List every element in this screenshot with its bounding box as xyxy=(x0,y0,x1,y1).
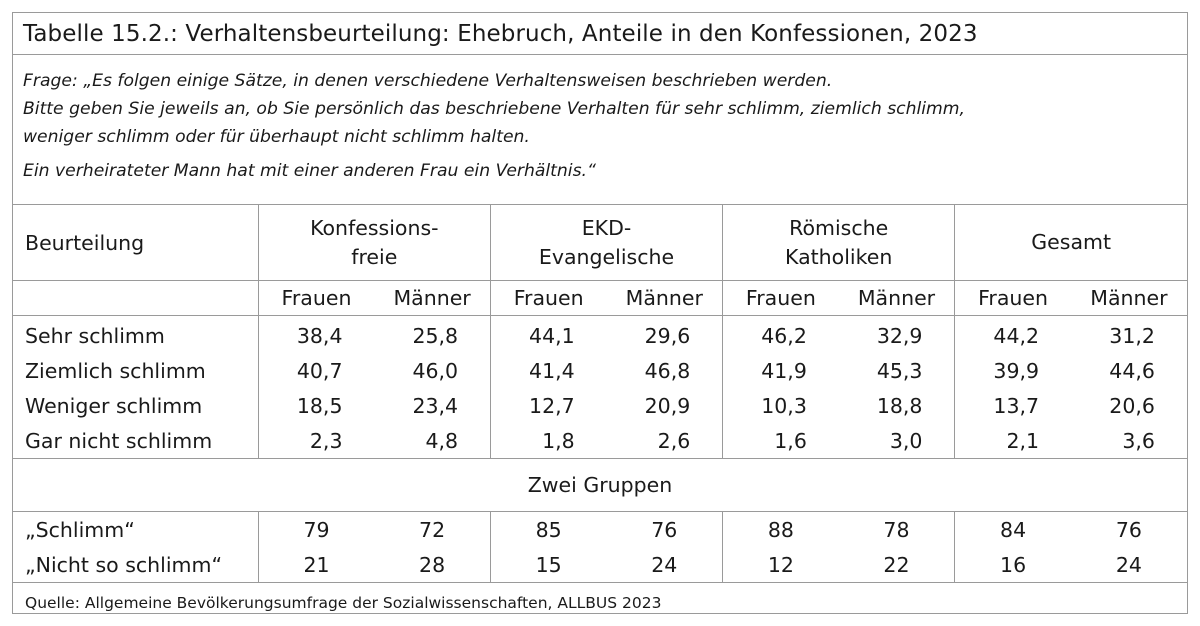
table-cell: 45,3 xyxy=(876,358,923,383)
row-label: „Nicht so schlimm“ xyxy=(13,547,259,583)
row-label: Ziemlich schlimm xyxy=(25,358,206,383)
subheader-men: Männer xyxy=(374,280,491,316)
table-cell: 76 xyxy=(651,517,678,542)
table-cell: 10,3 xyxy=(722,388,839,423)
table-cell: 12 xyxy=(722,547,839,583)
data-table: Beurteilung Konfessions- freie EKD- Evan… xyxy=(13,205,1187,583)
source-note: Quelle: Allgemeine Bevölkerungsumfrage d… xyxy=(25,594,662,612)
table-cell: 2,3 xyxy=(257,423,375,459)
table-cell: 72 xyxy=(419,517,446,542)
table-cell: 24 xyxy=(1070,547,1187,583)
header-beurteilung: Beurteilung xyxy=(13,205,259,281)
table-frame: Tabelle 15.2.: Verhaltensbeurteilung: Eh… xyxy=(12,12,1188,614)
question-line-3: weniger schlimm oder für überhaupt nicht… xyxy=(23,127,530,147)
table-cell: 85 xyxy=(489,511,607,547)
subheader-women: Frauen xyxy=(489,280,607,316)
table-cell: 29,6 xyxy=(644,323,691,348)
table-cell: 20,6 xyxy=(1109,393,1155,418)
header-row: Beurteilung Konfessions- freie EKD- Evan… xyxy=(13,205,1187,281)
table-title: Tabelle 15.2.: Verhaltensbeurteilung: Eh… xyxy=(13,13,1187,55)
table-cell: 46,0 xyxy=(412,358,459,383)
subheader-women: Frauen xyxy=(954,280,1071,316)
table-cell: 13,7 xyxy=(954,388,1071,423)
row-label: „Schlimm“ xyxy=(25,517,135,542)
table-cell: 76 xyxy=(1115,517,1142,542)
table-cell: 39,9 xyxy=(954,353,1071,388)
subheader-row: Frauen Männer Frauen Männer Frauen Männe… xyxy=(13,280,1187,316)
table-cell: 84 xyxy=(954,511,1071,547)
table-row: Weniger schlimm 18,5 23,4 12,7 20,9 10,3… xyxy=(13,388,1187,423)
table-cell: 15 xyxy=(489,547,607,583)
table-cell: 44,2 xyxy=(954,315,1071,353)
row-label: Gar nicht schlimm xyxy=(13,423,259,459)
table-cell: 78 xyxy=(883,517,910,542)
row-label: Weniger schlimm xyxy=(25,393,203,418)
table-cell: 40,7 xyxy=(257,353,375,388)
table-cell: 28 xyxy=(374,547,491,583)
subheader-women: Frauen xyxy=(722,280,839,316)
table-cell: 46,8 xyxy=(644,358,691,383)
header-group-gesamt: Gesamt xyxy=(954,205,1187,281)
table-cell: 18,5 xyxy=(257,388,375,423)
table-cell: 44,6 xyxy=(1109,358,1155,383)
table-cell: 32,9 xyxy=(876,323,923,348)
row-label: Sehr schlimm xyxy=(25,323,165,348)
question-line-4: Ein verheirateter Mann hat mit einer and… xyxy=(23,161,596,181)
header-group-evangelische: EKD- Evangelische xyxy=(489,205,723,281)
question-line-2: Bitte geben Sie jeweils an, ob Sie persö… xyxy=(23,99,966,119)
table-cell: 38,4 xyxy=(257,315,375,353)
table-cell: 24 xyxy=(606,547,723,583)
table-cell: 16 xyxy=(954,547,1071,583)
header-group-katholiken: Römische Katholiken xyxy=(722,205,955,281)
table-cell: 79 xyxy=(257,511,375,547)
table-cell: 3,0 xyxy=(838,423,955,459)
table-row: Sehr schlimm 38,4 25,8 44,1 29,6 46,2 32… xyxy=(13,315,1187,353)
table-cell: 23,4 xyxy=(412,393,459,418)
table-cell: 44,1 xyxy=(489,315,607,353)
table-cell: 21 xyxy=(257,547,375,583)
table-cell: 25,8 xyxy=(412,323,459,348)
table-row: „Nicht so schlimm“ 21 28 15 24 12 22 16 … xyxy=(13,547,1187,583)
question-line-1: Frage: „Es folgen einige Sätze, in denen… xyxy=(23,71,833,91)
two-groups-heading-row: Zwei Gruppen xyxy=(13,458,1187,512)
table-cell: 4,8 xyxy=(374,423,491,459)
table-cell: 12,7 xyxy=(489,388,607,423)
table-row: Gar nicht schlimm 2,3 4,8 1,8 2,6 1,6 3,… xyxy=(13,423,1187,459)
table-cell: 18,8 xyxy=(876,393,923,418)
table-cell: 1,8 xyxy=(489,423,607,459)
subheader-men: Männer xyxy=(606,280,723,316)
table-cell: 41,9 xyxy=(722,353,839,388)
subheader-men: Männer xyxy=(838,280,955,316)
header-group-konfessionsfreie: Konfessions- freie xyxy=(257,205,491,281)
table-cell: 20,9 xyxy=(644,393,691,418)
question-text: Frage: „Es folgen einige Sätze, in denen… xyxy=(13,55,1187,205)
table-cell: 2,6 xyxy=(606,423,723,459)
two-groups-heading: Zwei Gruppen xyxy=(13,458,1187,512)
table-row: „Schlimm“ 79 72 85 76 88 78 84 76 xyxy=(13,511,1187,547)
table-cell: 1,6 xyxy=(722,423,839,459)
table-cell: 2,1 xyxy=(954,423,1071,459)
subheader-men: Männer xyxy=(1070,280,1187,316)
table-cell: 31,2 xyxy=(1109,323,1155,348)
table-cell: 22 xyxy=(838,547,955,583)
table-cell: 88 xyxy=(722,511,839,547)
table-cell: 3,6 xyxy=(1070,423,1187,459)
subheader-women: Frauen xyxy=(257,280,375,316)
subheader-empty xyxy=(13,280,259,316)
table-row: Ziemlich schlimm 40,7 46,0 41,4 46,8 41,… xyxy=(13,353,1187,388)
table-cell: 41,4 xyxy=(489,353,607,388)
table-cell: 46,2 xyxy=(722,315,839,353)
